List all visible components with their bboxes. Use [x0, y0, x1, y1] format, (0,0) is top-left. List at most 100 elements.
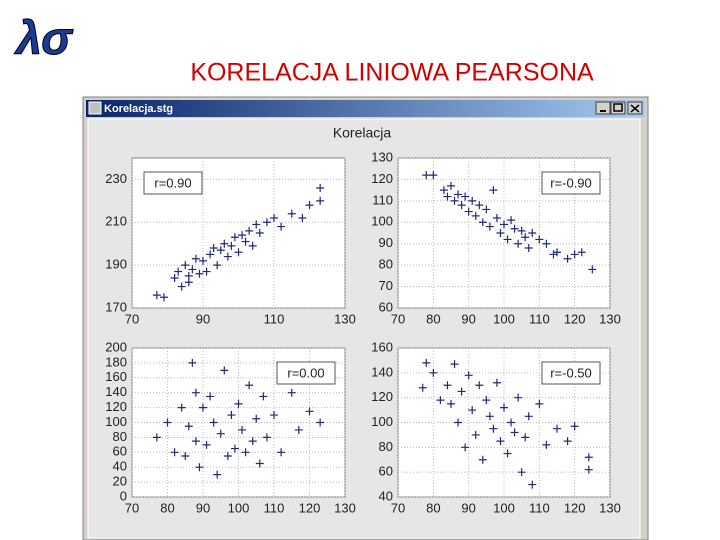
point: [152, 291, 161, 300]
point: [457, 201, 466, 210]
point: [181, 261, 190, 270]
point: [287, 209, 296, 218]
y-tick-label: 180: [105, 354, 127, 369]
point: [443, 192, 452, 201]
annotation-box: [541, 171, 601, 195]
point: [482, 205, 491, 214]
point: [570, 250, 579, 259]
y-tick-label: 110: [372, 192, 393, 207]
y-tick-label: 80: [379, 439, 393, 454]
x-tick-label: 120: [564, 311, 586, 326]
point: [191, 437, 200, 446]
y-tick-label: 130: [371, 149, 393, 164]
y-tick-label: 60: [379, 299, 393, 314]
point: [181, 452, 190, 461]
point: [188, 265, 197, 274]
point: [524, 412, 533, 421]
point: [429, 171, 438, 180]
window-icon: [88, 101, 102, 115]
x-tick-label: 70: [125, 311, 139, 326]
point: [468, 196, 477, 205]
point: [255, 459, 264, 468]
point: [514, 239, 523, 248]
point: [471, 211, 480, 220]
x-tick-label: 90: [196, 500, 210, 515]
point: [255, 229, 264, 237]
point: [234, 248, 243, 257]
point: [553, 424, 561, 433]
point: [418, 383, 427, 392]
point: [195, 463, 204, 472]
point: [202, 267, 211, 276]
x-tick-label: 120: [564, 500, 586, 515]
x-tick-label: 70: [391, 311, 405, 326]
point: [496, 229, 505, 237]
point: [454, 418, 463, 427]
point: [478, 455, 487, 464]
point: [503, 449, 512, 458]
point: [521, 233, 530, 242]
point: [510, 224, 519, 233]
point: [316, 184, 325, 192]
x-tick-label: 130: [334, 311, 356, 326]
x-tick-label: 90: [196, 311, 210, 326]
point: [439, 186, 448, 195]
y-tick-label: 100: [105, 414, 127, 429]
point: [535, 235, 544, 244]
point: [159, 293, 168, 302]
point: [553, 248, 561, 257]
y-tick-label: 80: [379, 257, 393, 272]
minimize-button[interactable]: [595, 101, 611, 115]
point: [570, 422, 579, 431]
x-tick-label: 110: [264, 500, 285, 515]
point: [252, 220, 261, 229]
point: [163, 418, 172, 427]
point: [471, 430, 480, 439]
point: [521, 433, 530, 442]
point: [457, 387, 466, 396]
point: [447, 399, 455, 408]
point: [220, 366, 229, 375]
point: [503, 235, 512, 244]
point: [227, 411, 236, 420]
point: [238, 231, 247, 240]
point: [485, 412, 494, 421]
point: [584, 453, 593, 462]
point: [510, 428, 519, 437]
point: [199, 403, 207, 412]
y-tick-label: 40: [379, 488, 393, 503]
point: [170, 448, 179, 457]
point: [500, 220, 508, 229]
y-tick-label: 20: [113, 474, 127, 489]
point: [584, 465, 593, 474]
point: [177, 403, 186, 412]
y-tick-label: 200: [105, 339, 127, 354]
point: [524, 244, 533, 252]
point: [475, 201, 484, 210]
x-tick-label: 70: [125, 500, 139, 515]
point: [482, 396, 491, 405]
y-tick-label: 120: [105, 399, 127, 414]
point: [517, 226, 526, 235]
point: [177, 282, 186, 291]
point: [542, 239, 551, 248]
point: [305, 407, 314, 416]
point: [500, 403, 508, 412]
annotation-box: [143, 171, 203, 195]
y-tick-label: 40: [113, 459, 127, 474]
point: [174, 267, 183, 276]
annotation: r=0.90: [154, 175, 191, 190]
x-tick-label: 90: [461, 311, 475, 326]
window-buttons[interactable]: [595, 101, 643, 115]
point: [206, 250, 215, 259]
y-tick-label: 190: [105, 257, 127, 272]
point: [464, 207, 473, 216]
point: [450, 196, 459, 205]
point: [184, 422, 193, 431]
point: [507, 216, 516, 225]
x-tick-label: 100: [493, 311, 515, 326]
y-tick-label: 80: [113, 429, 127, 444]
point: [450, 360, 459, 369]
point: [227, 241, 236, 250]
